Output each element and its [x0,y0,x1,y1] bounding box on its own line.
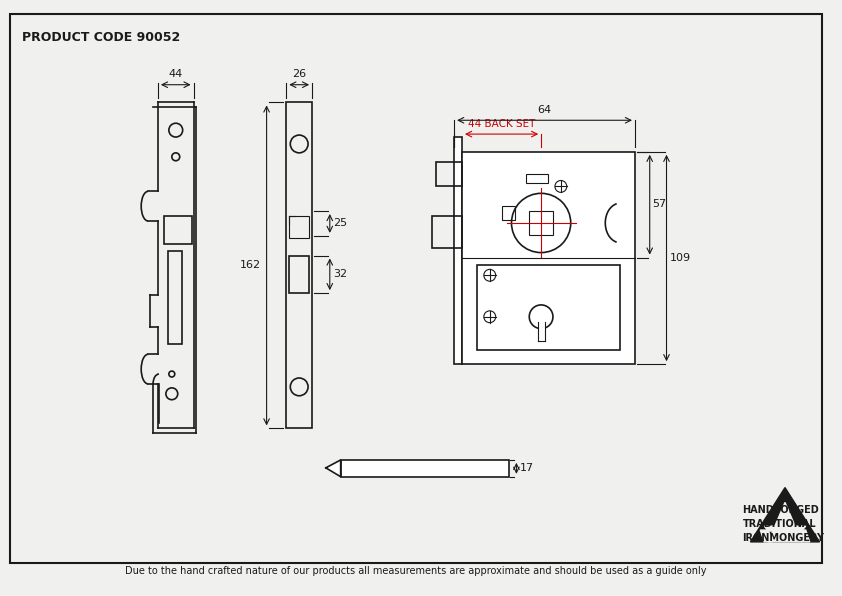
Polygon shape [765,526,806,531]
Bar [433,216,462,248]
Bar [477,265,620,350]
Text: 25: 25 [333,218,347,228]
Text: PRODUCT CODE 90052: PRODUCT CODE 90052 [22,32,180,44]
Text: 26: 26 [292,69,306,79]
Bar [530,211,553,235]
Bar [290,256,309,293]
Bar [168,250,182,344]
Polygon shape [750,488,819,542]
Text: 17: 17 [520,463,534,473]
Bar [286,103,312,429]
Text: Due to the hand crafted nature of our products all measurements are approximate : Due to the hand crafted nature of our pr… [125,566,706,576]
Text: 44: 44 [168,69,183,79]
Text: 64: 64 [537,105,552,116]
Bar [164,216,192,244]
Bar [290,216,309,238]
Polygon shape [798,530,810,542]
Bar [502,206,515,220]
Text: IRONMONGERY: IRONMONGERY [743,533,824,543]
Text: 162: 162 [240,260,261,271]
FancyArrow shape [538,322,545,340]
Text: 57: 57 [653,199,667,209]
Text: TRADITIONAL: TRADITIONAL [743,519,816,529]
Polygon shape [326,460,341,477]
Bar [526,173,548,184]
Bar [341,460,509,477]
Bar [454,137,462,364]
Text: 32: 32 [333,269,347,280]
Text: 109: 109 [669,253,690,262]
Bar [462,152,635,364]
Polygon shape [768,502,802,542]
Text: HANDFORGED: HANDFORGED [743,505,819,516]
Bar [436,162,462,187]
Text: 44 BACK SET: 44 BACK SET [468,119,536,129]
Polygon shape [760,530,772,542]
